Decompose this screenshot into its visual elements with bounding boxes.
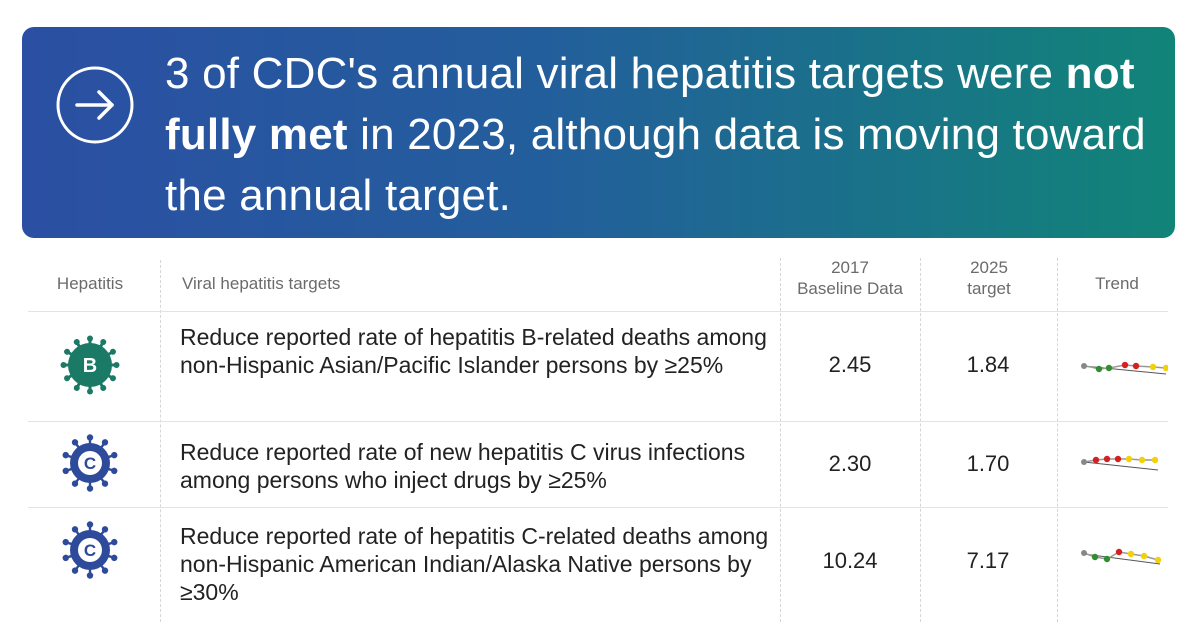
- trend-sparkline: [1081, 361, 1168, 375]
- target-value: 7.17: [966, 548, 1010, 573]
- hepatitis-b-virus-icon: B: [60, 335, 120, 395]
- target-text: Reduce reported rate of hepatitis C-rela…: [180, 523, 769, 605]
- target-text: Reduce reported rate of hepatitis B-rela…: [180, 324, 767, 378]
- headline-banner: 3 of CDC's annual viral hepatitis target…: [22, 27, 1175, 238]
- target-value: 1.70: [966, 451, 1010, 476]
- row-divider: [28, 507, 1168, 508]
- baseline-value: 2.30: [828, 451, 872, 476]
- target-value: 1.84: [966, 352, 1010, 377]
- hepatitis-c-virus-icon: C: [60, 433, 120, 493]
- trend-sparkline: [1081, 548, 1162, 565]
- arrow-right-circle-icon: [56, 66, 134, 144]
- badge-letter: C: [84, 541, 96, 560]
- column-divider: [1057, 258, 1058, 622]
- column-header-targets: Viral hepatitis targets: [182, 274, 341, 293]
- column-divider: [920, 258, 921, 622]
- headline-text: 3 of CDC's annual viral hepatitis target…: [165, 49, 1146, 220]
- column-header-target: 2025 target: [967, 258, 1011, 298]
- row-divider: [28, 311, 1168, 312]
- trend-sparkline: [1081, 455, 1159, 471]
- baseline-value: 2.45: [828, 352, 872, 377]
- badge-letter: B: [83, 355, 97, 377]
- column-divider: [160, 260, 161, 622]
- hepatitis-c-virus-icon: C: [60, 520, 120, 580]
- baseline-value: 10.24: [822, 548, 878, 573]
- column-header-hepatitis: Hepatitis: [56, 274, 124, 293]
- column-header-trend: Trend: [1095, 274, 1139, 293]
- badge-letter: C: [84, 454, 96, 473]
- target-text: Reduce reported rate of new hepatitis C …: [180, 439, 746, 493]
- column-divider: [780, 258, 781, 622]
- column-header-baseline: 2017 Baseline Data: [797, 258, 903, 298]
- row-divider: [28, 421, 1168, 422]
